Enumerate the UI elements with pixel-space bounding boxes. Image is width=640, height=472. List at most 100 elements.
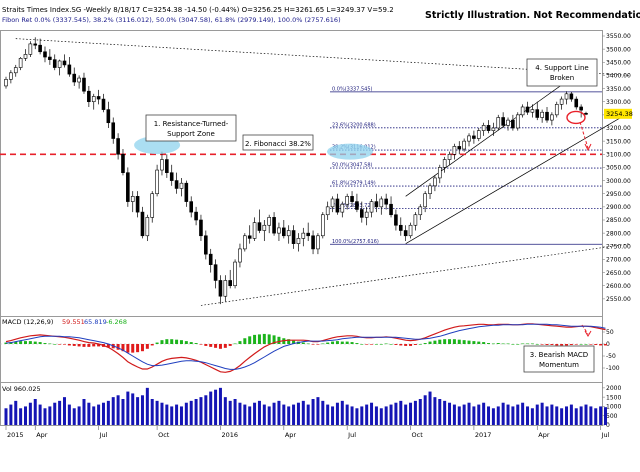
candle-body [535, 109, 540, 118]
candle-body [369, 201, 374, 213]
macd-hist-bar [311, 344, 315, 345]
macd-hist-bar [67, 344, 71, 346]
macd-hist-bar [228, 344, 232, 346]
signal-value: 65.819 [84, 318, 107, 326]
candle-body [213, 264, 218, 281]
time-tick-label: Apr [538, 431, 550, 439]
fib-level-label: 23.6%(3200.688) [332, 122, 376, 128]
volume-bar [355, 408, 359, 425]
candle-body [291, 230, 296, 244]
macd-hist-bar [584, 344, 588, 345]
candle-body [135, 196, 140, 213]
candle-body [564, 93, 569, 100]
candle-body [43, 51, 47, 58]
annotation-3-line1: 3. Bearish MACD [530, 351, 588, 359]
volume-bar [287, 406, 291, 425]
volume-bar [477, 404, 481, 425]
price-tick-label: 2650.00 [606, 270, 631, 277]
volume-tick-label: 0 [606, 422, 610, 429]
macd-hist-bar [48, 343, 52, 345]
volume-bar [491, 408, 495, 425]
price-tick-label: 3450.00 [606, 59, 631, 66]
candle-body [223, 280, 228, 297]
macd-hist-bar [316, 344, 320, 345]
macd-hist-bar [603, 344, 607, 346]
price-tick-label: 2900.00 [606, 204, 631, 211]
macd-hist-bar [267, 334, 271, 344]
candle-body [57, 60, 62, 68]
macd-hist-bar [569, 344, 573, 345]
volume-bar [506, 404, 510, 425]
volume-bar [257, 400, 261, 425]
candle-body [476, 130, 481, 139]
price-tick-label: 3300.00 [606, 99, 631, 106]
annotation-2-text: 2. Fibonacci 38.2% [245, 140, 311, 148]
candle-body [150, 193, 155, 218]
volume-bar [33, 399, 37, 425]
candle-body [267, 217, 271, 226]
candle-body [413, 214, 418, 226]
macd-hist-bar [438, 339, 442, 344]
volume-bar [179, 406, 183, 425]
candle-body [316, 235, 320, 250]
macd-line [5, 323, 606, 373]
macd-hist-bar [370, 344, 374, 345]
volume-bar [116, 395, 120, 425]
volume-bar [14, 400, 18, 425]
macd-hist-bar [272, 335, 276, 344]
volume-bar [121, 399, 125, 425]
candle-body [423, 193, 427, 208]
macd-hist-bar [404, 344, 408, 346]
candle-body [96, 96, 101, 100]
trendline-channel-upper [405, 67, 587, 197]
volume-bar [228, 400, 232, 425]
volume-bar [530, 408, 534, 425]
macd-hist-bar [374, 344, 378, 345]
fib-level-label: 0.0%(3337.545) [332, 86, 373, 92]
volume-bar [301, 400, 305, 425]
macd-hist-bar [121, 344, 125, 352]
disclaimer-text: Strictly Illustration. Not Recommendatio… [425, 10, 640, 21]
macd-hist-bar [97, 344, 101, 347]
volume-bar [340, 400, 344, 425]
volume-bar [67, 404, 71, 425]
macd-hist-bar [443, 339, 447, 344]
time-tick-label: Oct [158, 431, 170, 439]
macd-hist-bar [496, 343, 500, 344]
time-tick-label: Jul [347, 431, 356, 439]
macd-hist-bar [560, 344, 564, 346]
volume-bar [331, 406, 335, 425]
price-tick-label: 2750.00 [606, 243, 631, 250]
volume-bar [399, 400, 403, 425]
macd-hist-bar [467, 340, 471, 344]
macd-hist-bar [413, 344, 417, 345]
candle-body [277, 227, 281, 234]
fibonacci-levels: 0.0%(3337.545)23.6%(3200.688)38.2%(3116.… [330, 86, 602, 245]
macd-hist-bar [535, 344, 539, 345]
volume-bar [438, 399, 442, 425]
candle-body [325, 206, 330, 216]
volume-bar [77, 406, 81, 425]
macd-hist-bar [106, 344, 110, 348]
candle-body [296, 238, 301, 244]
volume-tick-label: 2000 [606, 385, 621, 392]
candle-body [515, 114, 520, 129]
macd-hist-bar [331, 341, 335, 344]
volume-bar [574, 408, 578, 425]
candle-body [345, 196, 349, 205]
macd-hist-bar [23, 341, 27, 344]
volume-bar [379, 408, 383, 425]
macd-hist-bar [136, 344, 140, 353]
candle-body [82, 77, 86, 92]
macd-title: MACD (12,26,9) [2, 318, 53, 326]
candle-body [72, 73, 77, 83]
volume-bar [521, 402, 525, 425]
volume-bar [535, 404, 539, 425]
candle-body [9, 72, 13, 80]
volume-bar [223, 397, 227, 425]
candle-body [199, 219, 203, 237]
candle-body [52, 59, 57, 68]
volume-bar [136, 397, 140, 425]
candle-body [106, 109, 111, 124]
candle-body [18, 58, 23, 68]
